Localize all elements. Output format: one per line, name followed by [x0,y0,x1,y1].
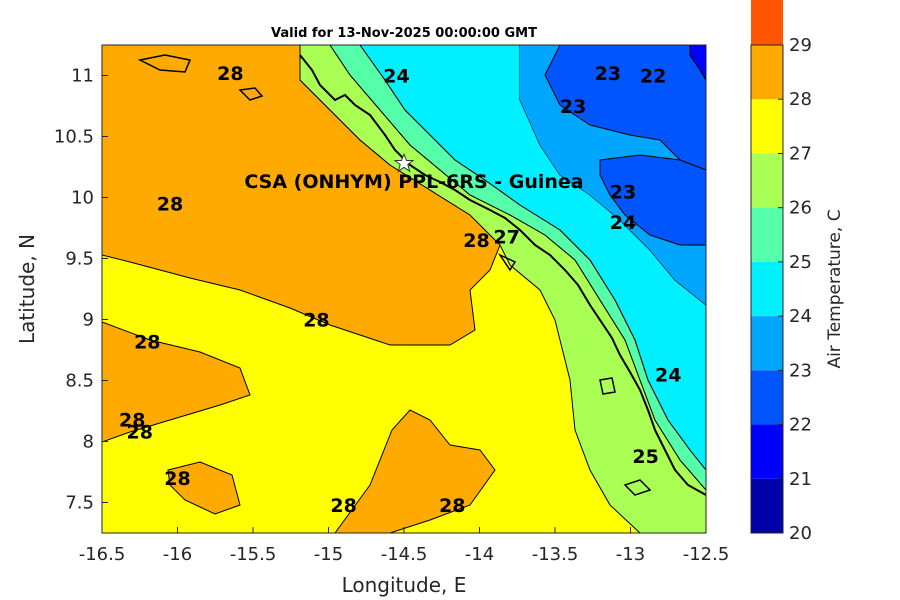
colorbar-tick-label: 29 [789,35,812,56]
coastline-islands [137,54,652,496]
x-tick-label: -13.5 [532,544,579,565]
x-tick-label: -16 [163,544,192,565]
station-star-icon [393,153,415,173]
x-tick-label: -13 [616,544,645,565]
x-tick-label: -16.5 [79,544,126,565]
contour-label: 24 [610,212,636,234]
colorbar-swatch [751,478,783,533]
y-tick-label: 8 [83,432,94,453]
colorbar-tick-label: 25 [789,252,812,273]
colorbar-tick-label: 21 [789,469,812,490]
colorbar-frame [750,44,784,534]
x-axis: -16.5 -16 -15.5 -15 -14.5 -14 -13.5 -13 -12.5 [79,527,730,565]
plot-area [102,45,706,533]
colorbar-tick-label: 24 [789,306,812,327]
band-28-29-sw [167,461,241,515]
x-axis-label: Longitude, E [342,573,467,597]
x-tick-label: -15 [314,544,343,565]
contour-label: 28 [127,422,153,444]
x-tick-label: -12.5 [683,544,730,565]
colorbar-swatch [751,153,783,208]
x-tick-label: -14.5 [381,544,428,565]
band-28-29-west [102,321,251,443]
y-tick-label: 7.5 [65,493,94,514]
colorbar-tick-label: 22 [789,415,812,436]
contour-label: 28 [303,310,329,332]
chart-title: Valid for 13-Nov-2025 00:00:00 GMT [271,26,537,41]
contour-label: 24 [383,66,409,88]
x-tick-label: -14 [465,544,494,565]
contour-label: 28 [463,230,489,252]
colorbar-swatch [751,99,783,154]
colorbar-tick-label: 20 [789,523,812,544]
contour-label: 28 [217,63,243,85]
contour-label: 27 [493,227,519,249]
colorbar: 20 21 22 23 24 25 26 27 28 29 [750,0,812,544]
contour-label: 28 [134,331,160,353]
x-tick-label: -15.5 [230,544,277,565]
y-tick-label: 10.5 [54,127,94,148]
coastline [299,54,706,496]
colorbar-swatch [751,316,783,371]
colorbar-swatch [751,370,783,425]
contour-label: 28 [157,194,183,216]
y-axis-label: Latitude, N [15,234,39,344]
colorbar-swatch [751,0,783,45]
contour-label: 25 [632,446,658,468]
y-tick-label: 9 [83,310,94,331]
colorbar-swatch [751,207,783,262]
contour-label: 23 [610,181,636,203]
band-28-29-south [334,409,496,533]
contour-label: 22 [640,66,666,88]
contour-label: 28 [164,468,190,490]
colorbar-swatch [751,45,783,100]
y-axis: 7.5 8 8.5 9 9.5 10 10.5 11 [54,66,108,514]
band-22-23-east [599,154,706,246]
colorbar-tick-label: 27 [789,143,812,164]
y-tick-label: 9.5 [65,249,94,270]
y-tick-label: 10 [71,188,94,209]
contour-label: 23 [595,63,621,85]
station-label: CSA (ONHYM) PPL-6RS - Guinea [244,171,583,193]
y-tick-label: 8.5 [65,371,94,392]
colorbar-label: Air Temperature, C [825,209,845,368]
colorbar-tick-label: 26 [789,198,812,219]
colorbar-swatch [751,424,783,479]
contour-label: 28 [330,495,356,517]
band-21-22 [689,45,706,81]
colorbar-tick-label: 23 [789,360,812,381]
contour-label: 28 [439,495,465,517]
colorbar-tick-label: 28 [789,89,812,110]
colorbar-swatch [751,261,783,317]
contour-label: 23 [560,96,586,118]
y-tick-label: 11 [71,66,94,87]
contour-label: 28 [119,410,145,432]
contour-label: 24 [655,364,681,386]
